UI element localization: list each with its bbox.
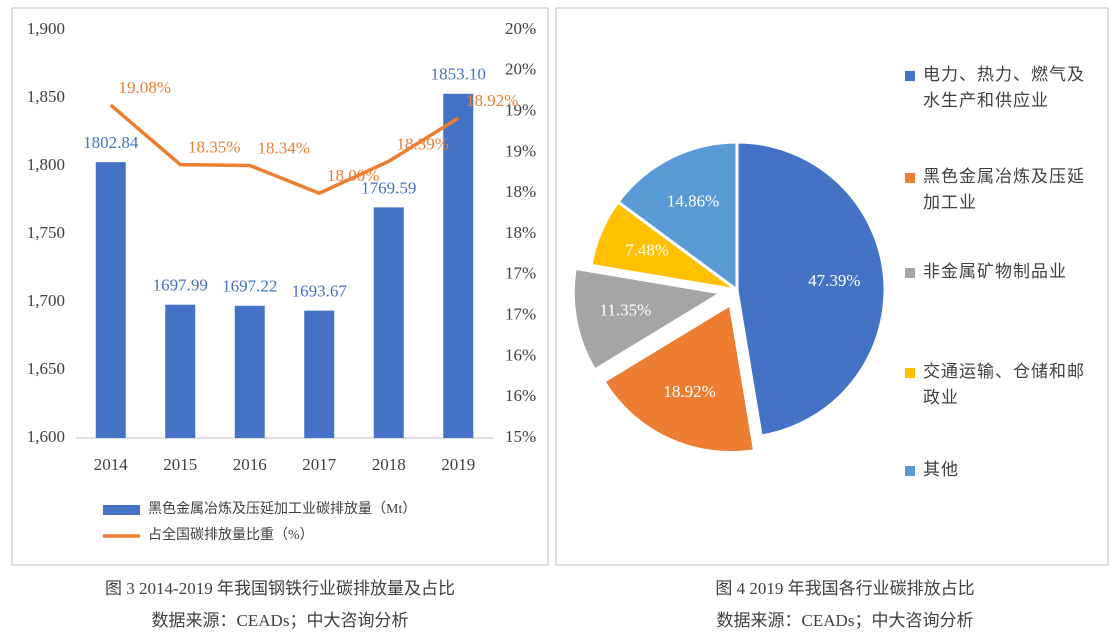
legend-label: 交通运输、仓储和邮政业 bbox=[923, 362, 1085, 407]
source: 数据来源：CEADs；中大咨询分析 bbox=[717, 611, 974, 630]
y2-tick-label: 17% bbox=[505, 264, 536, 283]
pie-slice bbox=[735, 140, 887, 438]
y-tick-label: 1,700 bbox=[27, 291, 65, 310]
source: 数据来源：CEADs；中大咨询分析 bbox=[152, 611, 409, 630]
y-tick-label: 1,800 bbox=[27, 155, 65, 174]
slice-label: 18.92% bbox=[663, 382, 715, 401]
legend-swatch bbox=[905, 71, 915, 81]
legend-swatch bbox=[905, 466, 915, 476]
bar-value-label: 1853.10 bbox=[431, 65, 486, 84]
y2-tick-label: 20% bbox=[505, 60, 536, 79]
y2-tick-label: 18% bbox=[505, 182, 536, 201]
caption: 图 3 2014-2019 年我国钢铁行业碳排放量及占比 bbox=[105, 579, 455, 598]
legend-label: 电力、热力、燃气及水生产和供应业 bbox=[923, 65, 1085, 110]
panel-left bbox=[11, 7, 549, 566]
bar bbox=[373, 207, 404, 438]
line-value-label: 18.00% bbox=[327, 166, 379, 185]
pie-slice bbox=[615, 140, 739, 293]
bar-value-label: 1697.99 bbox=[153, 276, 208, 295]
bar-value-label: 1769.59 bbox=[361, 178, 416, 197]
line bbox=[109, 103, 460, 196]
y2-tick-label: 15% bbox=[505, 427, 536, 446]
y2-tick-label: 18% bbox=[505, 223, 536, 242]
legend-item: 交通运输、仓储和邮政业 bbox=[905, 359, 1095, 411]
legend-swatch bbox=[905, 173, 915, 183]
legend-label: 黑色金属冶炼及压延加工业 bbox=[923, 167, 1085, 212]
legend-item: 电力、热力、燃气及水生产和供应业 bbox=[905, 62, 1095, 114]
legend-item: 其他 bbox=[905, 457, 1095, 483]
slice-label: 7.48% bbox=[625, 241, 669, 260]
pie-slice bbox=[601, 302, 757, 454]
legend-label: 非金属矿物制品业 bbox=[923, 262, 1067, 281]
line-value-label: 19.08% bbox=[119, 78, 171, 97]
legend-swatch bbox=[905, 368, 915, 378]
bar bbox=[234, 305, 265, 438]
y-tick-label: 1,600 bbox=[27, 427, 65, 446]
y2-tick-label: 16% bbox=[505, 386, 536, 405]
line-value-label: 18.39% bbox=[397, 134, 449, 153]
slice-label: 14.86% bbox=[667, 192, 719, 211]
y-tick-label: 1,900 bbox=[27, 19, 65, 38]
bar-value-label: 1802.84 bbox=[83, 133, 139, 152]
bar-value-label: 1697.22 bbox=[222, 277, 277, 296]
legend-item: 非金属矿物制品业 bbox=[905, 259, 1095, 285]
y2-tick-label: 19% bbox=[505, 141, 536, 160]
bar bbox=[304, 310, 335, 438]
legend-swatch bbox=[905, 268, 915, 278]
legend-label: 占全国碳排放量比重（%） bbox=[148, 526, 314, 543]
y-tick-label: 1,650 bbox=[27, 359, 65, 378]
panel-right bbox=[555, 7, 1109, 566]
legend-label: 黑色金属冶炼及压延加工业碳排放量（Mt） bbox=[148, 500, 416, 517]
legend-swatch bbox=[103, 505, 140, 515]
bar bbox=[443, 93, 474, 438]
bar bbox=[165, 304, 196, 438]
line-value-label: 18.34% bbox=[258, 138, 310, 157]
legend-item: 黑色金属冶炼及压延加工业 bbox=[905, 164, 1095, 216]
x-tick-label: 2019 bbox=[441, 455, 475, 474]
line-value-label: 18.92% bbox=[466, 91, 518, 110]
x-tick-label: 2017 bbox=[302, 455, 337, 474]
y2-tick-label: 16% bbox=[505, 345, 536, 364]
legend-label: 其他 bbox=[923, 460, 959, 479]
y-tick-label: 1,750 bbox=[27, 223, 65, 242]
y-tick-label: 1,850 bbox=[27, 87, 65, 106]
y2-tick-label: 20% bbox=[505, 19, 536, 38]
line-value-label: 18.35% bbox=[188, 138, 240, 157]
x-tick-label: 2016 bbox=[233, 455, 267, 474]
x-tick-label: 2014 bbox=[94, 455, 129, 474]
bar-value-label: 1693.67 bbox=[292, 282, 348, 301]
y2-tick-label: 17% bbox=[505, 305, 536, 324]
x-tick-label: 2015 bbox=[163, 455, 197, 474]
y2-tick-label: 19% bbox=[505, 101, 536, 120]
caption: 图 4 2019 年我国各行业碳排放占比 bbox=[715, 579, 974, 598]
slice-label: 47.39% bbox=[808, 271, 860, 290]
pie-slice bbox=[571, 266, 726, 372]
bar bbox=[95, 162, 126, 438]
x-tick-label: 2018 bbox=[372, 455, 406, 474]
slice-label: 11.35% bbox=[599, 300, 651, 319]
